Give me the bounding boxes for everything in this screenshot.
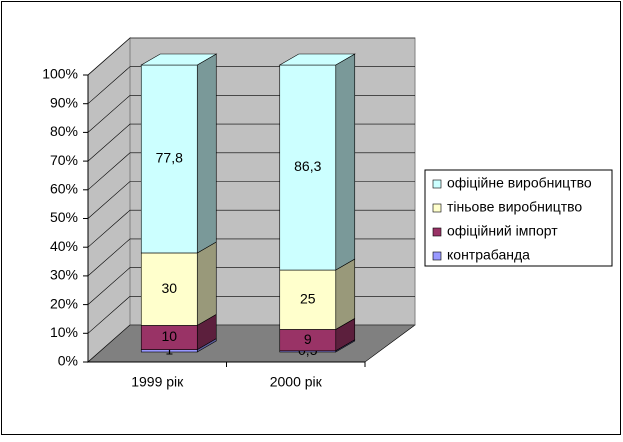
grid-line [87, 37, 415, 76]
x-tick-label: 1999 рік [131, 374, 184, 390]
value-label: 30 [161, 280, 177, 296]
y-tick-label: 30% [50, 267, 78, 283]
y-tick-label: 80% [50, 123, 78, 139]
y-tick-label: 90% [50, 94, 78, 110]
y-tick-label: 40% [50, 238, 78, 254]
value-label: 10 [161, 328, 177, 344]
x-tick-label: 2000 рік [270, 374, 323, 390]
legend-label: офіційний імпорт [447, 223, 558, 239]
legend-swatch [432, 203, 442, 213]
bar [140, 64, 198, 254]
legend-label: контрабанда [447, 247, 530, 263]
y-tick-label: 20% [50, 295, 78, 311]
bar-side [196, 241, 217, 326]
legend [424, 169, 613, 267]
legend-label: офіційне виробництво [447, 175, 592, 191]
y-tick-label: 70% [50, 152, 78, 168]
y-tick-label: 60% [50, 181, 78, 197]
legend-label: тіньове виробництво [447, 199, 582, 215]
y-tick-label: 10% [50, 324, 78, 340]
bar [140, 252, 198, 326]
value-label: 86,3 [294, 158, 321, 174]
legend-swatch [432, 227, 442, 237]
value-label: 9 [304, 331, 312, 347]
bar-side [335, 53, 356, 271]
bar [279, 269, 337, 330]
bar-side [335, 258, 356, 330]
y-tick-label: 50% [50, 209, 78, 225]
bar-top [278, 53, 356, 66]
value-label: 25 [300, 290, 316, 306]
bar-top [140, 53, 218, 66]
bar [279, 64, 337, 271]
y-tick-label: 0% [58, 353, 78, 369]
legend-swatch [432, 251, 442, 261]
y-tick-label: 100% [42, 66, 78, 82]
bar-side [196, 53, 217, 254]
legend-swatch [432, 179, 442, 189]
floor [87, 324, 416, 363]
value-label: 77,8 [156, 150, 183, 166]
